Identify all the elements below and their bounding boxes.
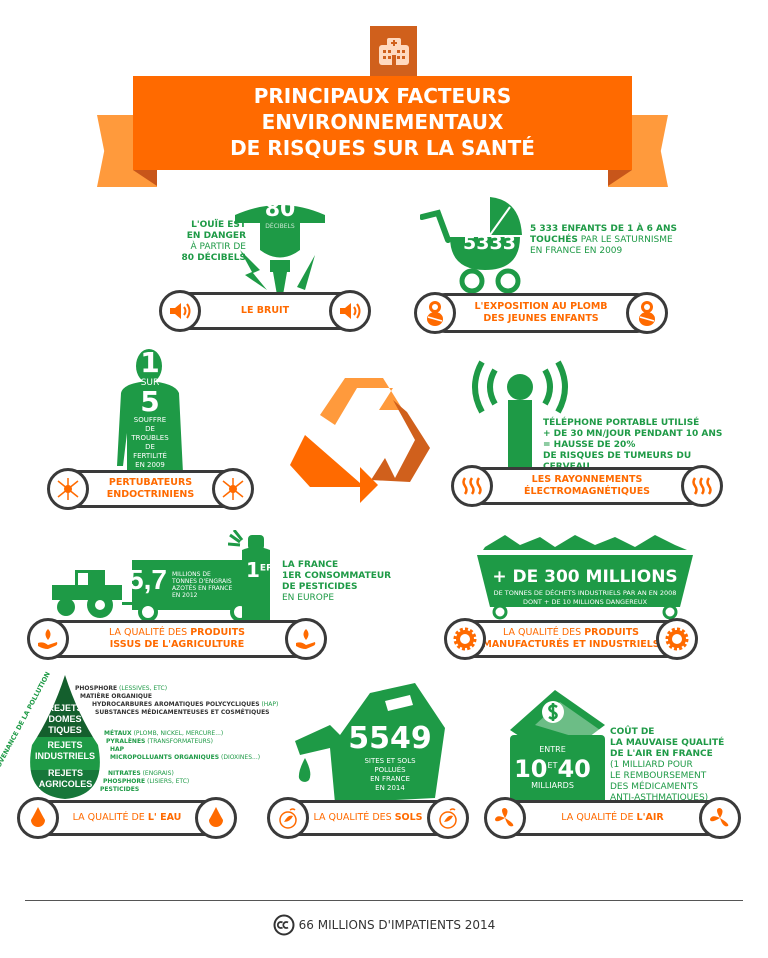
category-bar-eau[interactable]: LA QUALITÉ DE L' EAU: [17, 797, 237, 839]
speaker-icon: [159, 290, 201, 332]
money-illustration: [510, 690, 605, 805]
creative-commons-icon: [273, 914, 295, 936]
air-stat: ENTRE 10ET40 MILLIARDS: [514, 745, 591, 790]
category-bar-bruit[interactable]: LE BRUIT: [159, 290, 371, 332]
pollutant-item: HAP: [110, 746, 125, 753]
pollutant-item: SUBSTANCES MÉDICAMENTEUSES ET COSMÉTIQUE…: [95, 709, 270, 716]
agriculture-rank: 1ER: [246, 558, 273, 582]
fan-icon: [484, 797, 526, 839]
pollutant-item: MÉTAUX (PLOMB, NICKEL, MERCURE...): [104, 730, 224, 737]
category-bar-air[interactable]: LA QUALITÉ DE L'AIR: [484, 797, 741, 839]
plomb-text: 5 333 ENFANTS DE 1 À 6 ANS TOUCHÉS PAR L…: [530, 224, 677, 256]
neuron-icon: [212, 468, 254, 510]
air-text: COÛT DE LA MAUVAISE QUALITÉ DE L'AIR EN …: [610, 727, 725, 803]
industriels-text: DE TONNES DE DÉCHETS INDUSTRIELS PAR AN …: [493, 589, 677, 606]
category-bar-sols[interactable]: LA QUALITÉ DES SOLS: [267, 797, 469, 839]
plomb-number: 5333: [463, 232, 516, 254]
category-bar-industriels[interactable]: LA QUALITÉ DES PRODUITS MANUFACTURÉS ET I…: [444, 618, 698, 660]
baby-icon: [626, 292, 668, 334]
page-title: PRINCIPAUX FACTEURS ENVIRONNEMENTAUX DE …: [133, 76, 632, 170]
footer-divider: [25, 900, 743, 901]
waste-container-illustration: [477, 535, 693, 620]
footer: 66 MILLIONS D'IMPATIENTS 2014: [0, 914, 768, 936]
pollutant-item: PHOSPHORE (LESSIVES, ETC): [75, 685, 168, 692]
human-silhouette: [117, 349, 183, 473]
speaker-icon: [329, 290, 371, 332]
bruit-number: 80: [264, 197, 296, 222]
heat-waves-icon: [451, 465, 493, 507]
footer-text: 66 MILLIONS D'IMPATIENTS 2014: [298, 918, 496, 932]
sols-number: 5549: [348, 721, 432, 756]
pollutant-item: HYDROCARBURES AROMATIQUES POLYCYCLIQUES …: [92, 701, 279, 708]
category-bar-plomb[interactable]: L'EXPOSITION AU PLOMB DES JEUNES ENFANTS: [414, 292, 668, 334]
stroller-illustration: [420, 197, 522, 294]
neuron-icon: [47, 468, 89, 510]
drop-icon: [17, 797, 59, 839]
hospital-icon-box: [370, 26, 417, 76]
endocriniens-stat: 1 SUR 5 SOUFFRE DE TROUBLES DE FERTILITÉ…: [131, 346, 169, 470]
fan-icon: [699, 797, 741, 839]
industriels-headline: + DE 300 MILLIONS: [492, 567, 678, 587]
pollutant-item: PHOSPHORE (LISIERS, ETC): [103, 778, 190, 785]
hospital-icon: [378, 38, 409, 65]
sprout-icon: [267, 797, 309, 839]
gear-icon: [656, 618, 698, 660]
pollutant-item: PYRALÈNES (TRANSFORMATEURS): [106, 738, 213, 745]
drop-section-domestiques: REJETS DOMES TIQUES: [47, 703, 83, 735]
water-drop-illustration: [30, 675, 100, 799]
pesticide-sprayer-illustration: [228, 530, 270, 622]
pollutant-item: NITRATES (ENGRAIS): [108, 770, 174, 777]
heat-waves-icon: [681, 465, 723, 507]
category-bar-rayonnements[interactable]: LES RAYONNEMENTS ÉLECTROMAGNÉTIQUES: [451, 465, 723, 507]
pollutant-item: PESTICIDES: [100, 786, 140, 793]
hand-flame-icon: [27, 618, 69, 660]
pollutant-item: MICROPOLLUANTS ORGANIQUES (DIOXINES...): [110, 754, 261, 761]
pollutant-item: MATIÈRE ORGANIQUE: [80, 693, 152, 700]
agriculture-number: 5,7: [128, 564, 167, 595]
jerrycan-illustration: [295, 683, 445, 803]
jackhammer-illustration: [235, 205, 325, 295]
drop-section-industriels: REJETS INDUSTRIELS: [34, 740, 95, 761]
header-banner: PRINCIPAUX FACTEURS ENVIRONNEMENTAUX DE …: [0, 0, 768, 195]
bruit-unit: DÉCIBELS: [265, 223, 295, 230]
baby-icon: [414, 292, 456, 334]
gear-icon: [444, 618, 486, 660]
sprout-icon: [427, 797, 469, 839]
drop-section-agricoles: REJETS AGRICOLES: [38, 768, 93, 789]
drop-icon: [195, 797, 237, 839]
hand-flame-icon: [285, 618, 327, 660]
bruit-text: L'OUÏE EST EN DANGER À PARTIR DE 80 DÉCI…: [181, 220, 246, 263]
dollar-icon: [548, 703, 558, 721]
antenna-illustration: [472, 360, 568, 470]
category-bar-endocriniens[interactable]: PERTUBATEURS ENDOCTRINIENS: [47, 468, 254, 510]
agriculture-number-text: MILLIONS DE TONNES D'ENGRAIS AZOTÉS EN F…: [172, 571, 233, 599]
agriculture-text: LA FRANCE 1ER CONSOMMATEUR DE PESTICIDES…: [282, 560, 392, 603]
tractor-truck-illustration: [52, 560, 262, 622]
recycle-icon: [290, 378, 430, 503]
sols-text: SITES ET SOLS POLLUÉS EN FRANCE EN 2014: [364, 757, 416, 792]
category-bar-agriculture[interactable]: LA QUALITÉ DES PRODUITS ISSUS DE L'AGRICU…: [27, 618, 327, 660]
